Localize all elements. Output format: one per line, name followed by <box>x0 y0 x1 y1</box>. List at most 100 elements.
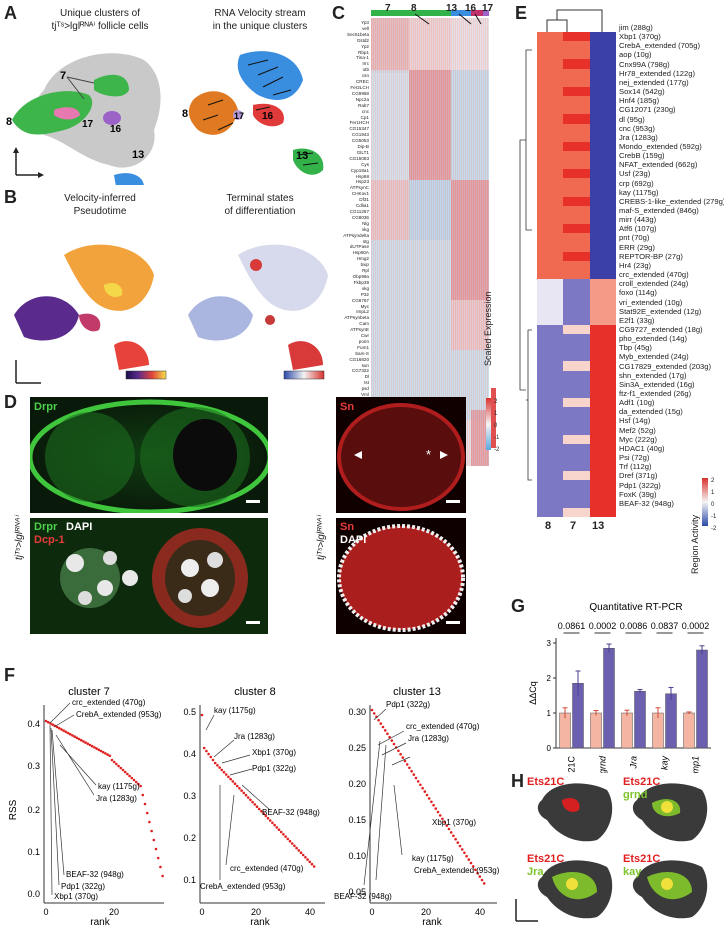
regulon-cell <box>537 297 564 307</box>
regulon-cell <box>589 150 616 161</box>
regulon-cell <box>589 416 616 426</box>
c-colorbar-tick: 1 <box>494 411 498 417</box>
regulon-label: CrebB (159g) <box>619 151 665 161</box>
rss-point <box>386 732 389 736</box>
svg-text:0.05: 0.05 <box>348 887 366 897</box>
f8-ann-4: BEAF-32 (948g) <box>262 808 320 817</box>
rss-point <box>290 842 294 845</box>
regulon-cell <box>589 333 616 344</box>
g-pvalue: 0.0002 <box>682 621 710 631</box>
heatmap-gene-label: vkg <box>361 285 369 291</box>
regulon-cell <box>563 388 590 399</box>
svg-text:20: 20 <box>251 907 261 917</box>
regulon-cell <box>537 132 564 143</box>
rss-point <box>242 791 246 795</box>
heatmap-gene-label: Sam-S <box>354 350 369 356</box>
regulon-cell <box>537 224 564 234</box>
rss-point <box>480 878 484 882</box>
regulon-cell <box>537 352 564 362</box>
regulon-label: croll_extended (24g) <box>619 279 689 289</box>
regulon-cell <box>589 160 616 170</box>
regulon-cell <box>563 205 590 216</box>
regulon-cell <box>563 123 590 133</box>
regulon-label: E2f1 (33g) <box>619 315 655 325</box>
rss-point <box>465 854 468 858</box>
rss-point <box>139 784 142 788</box>
heatmap-gene-label: porin <box>358 338 369 344</box>
a-cluster-16-label: 16 <box>110 124 122 135</box>
heatmap-gene-label: CG8036 <box>351 214 369 220</box>
svg-text:0.3: 0.3 <box>183 791 196 801</box>
heatmap-gene-label: ATPsynC <box>349 185 369 191</box>
h-4-label-b: kay <box>623 866 642 878</box>
svg-text:0: 0 <box>199 907 204 917</box>
svg-text:20: 20 <box>109 907 119 917</box>
rss-point <box>101 750 105 754</box>
rss-point <box>414 776 418 780</box>
g-pvalue: 0.0086 <box>620 621 648 631</box>
rss-point <box>392 742 396 746</box>
heatmap-gene-label: dUTPase <box>349 244 369 250</box>
regulon-cell <box>589 260 616 271</box>
heatmap-gene-label: tst <box>364 380 369 386</box>
rss-point <box>427 797 431 800</box>
regulon-cell <box>537 187 564 197</box>
regulon-cell <box>537 443 564 454</box>
panel-label-g: G <box>511 596 526 616</box>
e-legend-tick: 2 <box>711 478 715 484</box>
e-legend-tick: -2 <box>711 526 717 532</box>
rss-point <box>137 782 140 786</box>
rss-point <box>84 741 87 744</box>
rss-point <box>454 837 457 841</box>
a-cluster-17-label: 17 <box>82 119 94 130</box>
g-ytick: 0 <box>547 744 552 753</box>
rss-point <box>482 882 486 885</box>
umap-ets21c-grnd <box>632 783 708 842</box>
h-2-label-a: Ets21C <box>623 776 661 788</box>
regulon-label: Hr4 (23g) <box>619 260 652 270</box>
g-ytick: 1 <box>547 709 552 718</box>
svg-text:40: 40 <box>475 907 485 917</box>
regulon-cell <box>589 132 616 143</box>
h-2-label-b: grnd <box>623 789 648 801</box>
regulon-label: Adf1 (10g) <box>619 398 655 408</box>
rss-point <box>130 776 134 780</box>
regulon-label: NFAT_extended (662g) <box>619 160 698 170</box>
svg-text:0: 0 <box>43 907 48 917</box>
rss-point <box>134 780 138 784</box>
regulon-cell <box>537 434 564 445</box>
c-col-7: 7 <box>385 3 391 14</box>
regulon-cell <box>563 324 590 335</box>
g-bar <box>621 712 633 749</box>
heatmap-gene-label: Hsp60A <box>352 250 369 256</box>
rss-point <box>57 726 61 730</box>
regulon-label: ERR (29g) <box>619 242 655 252</box>
regulon-cell <box>563 141 590 152</box>
e-col-7: 7 <box>570 520 577 532</box>
micrograph-drpr <box>30 397 268 513</box>
rss-point <box>293 844 296 848</box>
heatmap-gene-label: Yp2 <box>361 43 369 49</box>
marker-gene-heatmap <box>371 10 496 466</box>
regulon-cell <box>537 251 564 262</box>
rss-point <box>430 800 433 804</box>
svg-text:0.4: 0.4 <box>183 749 196 759</box>
regulon-cell <box>563 260 590 271</box>
svg-text:0.0: 0.0 <box>27 889 40 899</box>
h-1-label-a: Ets21C <box>527 776 565 788</box>
rss-point <box>308 860 312 864</box>
f13-ann-4: kay (1175g) <box>412 854 454 863</box>
b-right-title-1: Terminal states <box>226 193 294 204</box>
regulon-cell <box>589 114 616 124</box>
h-3-label-b: Jra <box>527 866 544 878</box>
rss-point <box>282 833 285 836</box>
regulon-label: shn_extended (17g) <box>619 370 687 380</box>
regulon-cell <box>563 343 590 353</box>
umap-clusters-left: 7 8 17 16 13 <box>6 53 161 185</box>
heatmap-gene-label: Df31 <box>359 197 369 203</box>
d-bl-label-dcp1: Dcp-1 <box>34 534 65 546</box>
regulon-label: Hr78_extended (122g) <box>619 68 695 78</box>
regulon-cell <box>537 169 564 179</box>
rss-point <box>121 768 125 772</box>
